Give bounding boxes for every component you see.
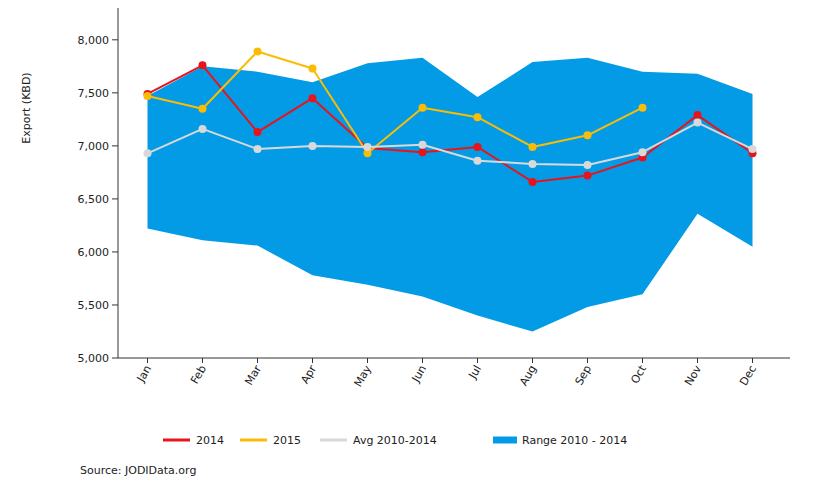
x-tick-label: Oct xyxy=(628,362,649,386)
point xyxy=(199,125,207,133)
point xyxy=(529,178,537,186)
chart: 5,000 5,500 6,000 6,500 7,000 7,500 8,000 Jan Fe… xyxy=(0,0,840,500)
point xyxy=(419,148,427,156)
x-tick xyxy=(697,358,698,363)
x-tick xyxy=(312,358,313,363)
point xyxy=(364,143,372,151)
x-tick-label: May xyxy=(351,363,374,390)
y-tick xyxy=(112,251,118,252)
y-tick-label: 5,000 xyxy=(78,352,110,365)
legend-label: Avg 2010-2014 xyxy=(353,434,437,447)
legend-swatch xyxy=(493,437,517,444)
point xyxy=(694,111,702,119)
y-tick xyxy=(112,358,118,359)
x-tick-label: Jun xyxy=(409,363,429,385)
x-tick xyxy=(257,358,258,363)
x-tick-label: Nov xyxy=(682,363,704,389)
point xyxy=(199,105,207,113)
x-tick xyxy=(752,358,753,363)
y-tick-label: 6,000 xyxy=(78,246,110,259)
x-tick xyxy=(202,358,203,363)
point xyxy=(584,131,592,139)
y-tick xyxy=(112,39,118,40)
x-tick xyxy=(477,358,478,363)
series-line xyxy=(148,123,753,165)
legend: 2014 2015 Avg 2010-2014 Range 2010 - 2014 xyxy=(163,434,627,447)
legend-swatch xyxy=(320,439,347,442)
y-tick-label: 7,000 xyxy=(78,140,110,153)
point xyxy=(529,160,537,168)
axes: 5,000 5,500 6,000 6,500 7,000 7,500 8,000 Jan Fe… xyxy=(78,8,791,389)
x-tick-label: Dec xyxy=(737,363,759,388)
y-tick-label: 5,500 xyxy=(78,299,110,312)
y-tick xyxy=(112,198,118,199)
range-area xyxy=(148,58,753,332)
x-tick-label: Aug xyxy=(517,363,539,388)
y-axis-title: Export (KBD) xyxy=(20,72,33,143)
legend-swatch xyxy=(240,439,267,442)
point xyxy=(309,142,317,150)
source-note: Source: JODIData.org xyxy=(80,464,196,477)
x-tick xyxy=(367,358,368,363)
point xyxy=(419,104,427,112)
plot-area xyxy=(144,47,757,331)
y-tick xyxy=(112,92,118,93)
x-tick-label: Jan xyxy=(134,363,154,385)
point xyxy=(419,141,427,149)
y-tick-label: 7,500 xyxy=(78,87,110,100)
x-tick-label: Feb xyxy=(188,363,209,386)
point xyxy=(309,64,317,72)
point xyxy=(254,128,262,136)
point xyxy=(474,113,482,121)
y-tick-label: 8,000 xyxy=(78,34,110,47)
point xyxy=(529,143,537,151)
point xyxy=(639,104,647,112)
legend-swatch xyxy=(163,439,190,442)
x-tick xyxy=(422,358,423,363)
x-tick xyxy=(642,358,643,363)
y-axis-line xyxy=(118,8,119,358)
point xyxy=(144,149,152,157)
point xyxy=(474,143,482,151)
y-tick xyxy=(112,304,118,305)
x-tick xyxy=(532,358,533,363)
series-line xyxy=(148,65,753,182)
x-tick xyxy=(147,358,148,363)
x-tick-label: Apr xyxy=(298,363,319,386)
y-tick xyxy=(112,145,118,146)
x-tick-label: Sep xyxy=(572,363,594,387)
legend-label: 2015 xyxy=(273,434,301,447)
point xyxy=(474,157,482,165)
x-tick-label: Jul xyxy=(466,363,484,382)
y-tick-label: 6,500 xyxy=(78,193,110,206)
point xyxy=(144,92,152,100)
point xyxy=(584,161,592,169)
series-line xyxy=(148,51,643,153)
point xyxy=(254,145,262,153)
point xyxy=(199,61,207,69)
point xyxy=(639,148,647,156)
x-axis-line xyxy=(118,358,790,359)
point xyxy=(749,145,757,153)
x-tick xyxy=(587,358,588,363)
point xyxy=(309,94,317,102)
x-tick-label: Mar xyxy=(242,363,264,388)
point xyxy=(254,47,262,55)
legend-label: Range 2010 - 2014 xyxy=(522,434,627,447)
point xyxy=(584,172,592,180)
legend-label: 2014 xyxy=(196,434,224,447)
point xyxy=(694,119,702,127)
